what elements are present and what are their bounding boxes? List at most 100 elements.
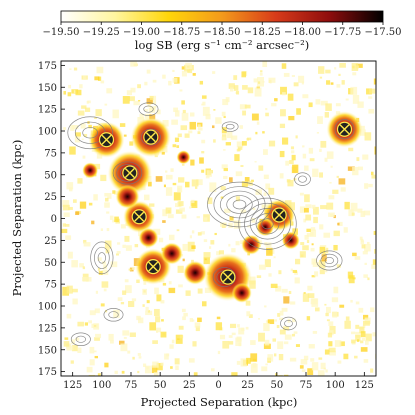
noise-pixel bbox=[325, 69, 331, 74]
noise-pixel bbox=[93, 194, 98, 201]
contour-line bbox=[82, 127, 98, 139]
noise-pixel bbox=[62, 204, 70, 211]
noise-pixel bbox=[69, 68, 72, 70]
noise-pixel bbox=[229, 323, 237, 329]
noise-pixel bbox=[97, 267, 101, 271]
noise-pixel bbox=[301, 81, 304, 85]
contour-line bbox=[334, 119, 355, 140]
noise-pixel bbox=[94, 76, 100, 81]
noise-pixel bbox=[112, 219, 116, 223]
noise-pixel bbox=[291, 318, 296, 323]
noise-pixel bbox=[370, 368, 374, 373]
noise-pixel bbox=[326, 319, 330, 322]
noise-pixel bbox=[258, 165, 264, 171]
noise-pixel bbox=[187, 241, 195, 252]
emission-blob bbox=[115, 184, 140, 209]
noise-pixel bbox=[275, 373, 278, 376]
noise-pixel bbox=[227, 131, 233, 139]
noise-pixel bbox=[287, 318, 291, 323]
noise-pixel bbox=[182, 109, 186, 114]
noise-pixel bbox=[325, 369, 328, 373]
noise-pixel bbox=[66, 285, 73, 294]
noise-pixel bbox=[305, 214, 312, 221]
noise-pixel bbox=[173, 107, 179, 112]
noise-pixel bbox=[328, 341, 333, 347]
noise-pixel bbox=[351, 331, 356, 335]
source-marker-cross bbox=[222, 272, 233, 283]
contour-line bbox=[213, 186, 266, 223]
noise-pixel bbox=[343, 227, 348, 233]
noise-pixel bbox=[107, 193, 112, 199]
noise-pixel bbox=[88, 374, 96, 376]
noise-pixel bbox=[235, 241, 240, 246]
contour-line bbox=[112, 161, 143, 185]
noise-pixel bbox=[181, 70, 187, 77]
noise-pixel bbox=[146, 98, 153, 104]
noise-pixel bbox=[71, 260, 78, 268]
noise-pixel bbox=[125, 245, 132, 251]
noise-pixel bbox=[352, 94, 360, 104]
noise-pixel bbox=[191, 199, 195, 204]
noise-pixel bbox=[197, 288, 203, 294]
y-tick-label: 75 bbox=[44, 280, 57, 291]
noise-pixel bbox=[236, 90, 240, 95]
noise-pixel bbox=[129, 141, 134, 146]
noise-pixel bbox=[122, 330, 130, 336]
noise-pixel bbox=[197, 232, 202, 236]
noise-pixel bbox=[360, 340, 364, 344]
noise-pixel bbox=[329, 325, 336, 334]
noise-pixel bbox=[282, 92, 286, 96]
noise-pixel bbox=[158, 237, 164, 243]
noise-pixel bbox=[93, 325, 97, 327]
noise-pixel bbox=[228, 83, 235, 89]
noise-pixel bbox=[265, 112, 269, 117]
noise-pixel bbox=[75, 211, 80, 216]
noise-pixel bbox=[192, 73, 196, 76]
noise-pixel bbox=[77, 178, 83, 184]
noise-pixel bbox=[214, 232, 217, 236]
noise-pixel bbox=[215, 322, 223, 331]
noise-pixel bbox=[299, 192, 304, 196]
noise-pixel bbox=[331, 297, 339, 303]
noise-pixel bbox=[77, 110, 85, 116]
noise-pixel bbox=[131, 298, 137, 302]
noise-pixel bbox=[262, 61, 268, 68]
noise-pixel bbox=[203, 252, 211, 258]
noise-pixel bbox=[291, 333, 296, 337]
noise-pixel bbox=[277, 341, 284, 350]
noise-pixel bbox=[80, 123, 86, 129]
noise-pixel bbox=[265, 242, 272, 248]
noise-pixel bbox=[280, 86, 287, 95]
noise-pixel bbox=[172, 69, 175, 72]
noise-pixel bbox=[201, 169, 205, 173]
noise-pixel bbox=[351, 63, 359, 71]
noise-pixel bbox=[185, 290, 191, 296]
noise-pixel bbox=[97, 257, 102, 261]
noise-pixel bbox=[293, 178, 297, 181]
noise-pixel bbox=[117, 242, 121, 245]
noise-pixel bbox=[307, 293, 315, 298]
x-tick-label: 50 bbox=[270, 380, 283, 391]
noise-pixel bbox=[165, 207, 172, 214]
noise-pixel bbox=[335, 103, 341, 107]
noise-pixel bbox=[302, 293, 310, 302]
noise-pixel bbox=[189, 235, 193, 239]
noise-pixel bbox=[365, 250, 369, 252]
noise-pixel bbox=[68, 187, 73, 192]
noise-pixel bbox=[360, 240, 365, 245]
noise-pixel bbox=[307, 368, 314, 375]
noise-pixel bbox=[368, 96, 373, 99]
noise-pixel bbox=[137, 84, 141, 89]
noise-pixel bbox=[230, 135, 238, 140]
noise-pixel bbox=[274, 98, 278, 102]
noise-pixel bbox=[371, 171, 374, 176]
noise-pixel bbox=[144, 109, 148, 112]
noise-pixel bbox=[338, 73, 341, 76]
noise-pixel bbox=[279, 310, 284, 316]
noise-pixel bbox=[104, 362, 109, 368]
noise-pixel bbox=[362, 320, 370, 326]
noise-pixel bbox=[361, 337, 366, 341]
noise-pixel bbox=[62, 223, 66, 227]
noise-pixel bbox=[189, 318, 194, 322]
noise-pixel bbox=[65, 235, 72, 240]
